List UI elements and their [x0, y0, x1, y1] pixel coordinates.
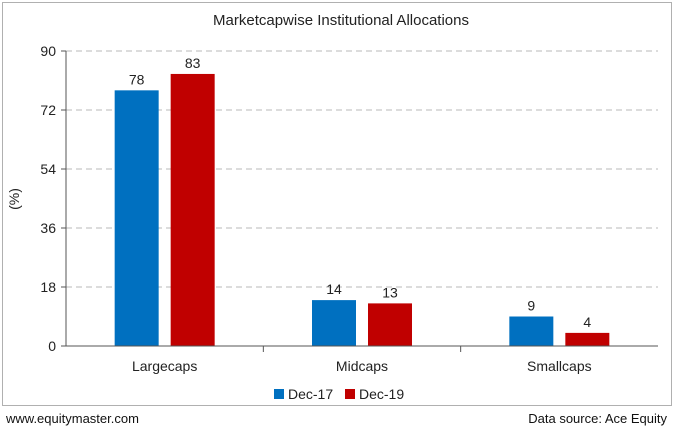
- y-tick-label: 54: [40, 161, 56, 177]
- y-tick-label: 0: [48, 338, 56, 354]
- data-label: 78: [129, 71, 145, 87]
- legend-label: Dec-17: [288, 386, 333, 402]
- bar-dec-19-smallcaps: [565, 332, 610, 346]
- bar-dec-19-largecaps: [170, 73, 215, 346]
- data-label: 14: [326, 281, 342, 297]
- axes: 0 18 36 54 72 90 Largecaps Midcaps Smallcaps: [40, 43, 658, 374]
- data-label: 9: [527, 298, 535, 314]
- legend-label: Dec-19: [359, 386, 404, 402]
- y-tick-label: 36: [40, 220, 56, 236]
- data-label: 83: [185, 55, 201, 71]
- data-label: 4: [583, 314, 591, 330]
- legend: Dec-17 Dec-19: [274, 386, 404, 402]
- x-tick-label: Midcaps: [336, 358, 388, 374]
- y-tick-label: 72: [40, 102, 56, 118]
- chart-frame: Marketcapwise Institutional Allocations …: [2, 2, 672, 406]
- bars: 78 83 14 13 9 4: [114, 55, 610, 346]
- gridlines: [66, 50, 658, 288]
- y-tick-label: 90: [40, 43, 56, 59]
- legend-swatch: [345, 389, 355, 399]
- legend-swatch: [274, 389, 284, 399]
- footer-data-source: Data source: Ace Equity: [528, 411, 667, 426]
- bar-dec-17-smallcaps: [509, 316, 554, 346]
- footer-website: www.equitymaster.com: [6, 411, 139, 426]
- bar-dec-17-midcaps: [312, 300, 356, 346]
- bar-chart: Marketcapwise Institutional Allocations …: [6, 12, 658, 402]
- x-tick-label: Largecaps: [132, 358, 197, 374]
- chart-title: Marketcapwise Institutional Allocations: [213, 12, 469, 29]
- y-tick-label: 18: [40, 279, 56, 295]
- x-tick-label: Smallcaps: [527, 358, 592, 374]
- y-axis-label: (%): [6, 188, 22, 210]
- data-label: 13: [382, 284, 398, 300]
- bar-dec-19-midcaps: [368, 303, 412, 346]
- bar-dec-17-largecaps: [114, 90, 159, 346]
